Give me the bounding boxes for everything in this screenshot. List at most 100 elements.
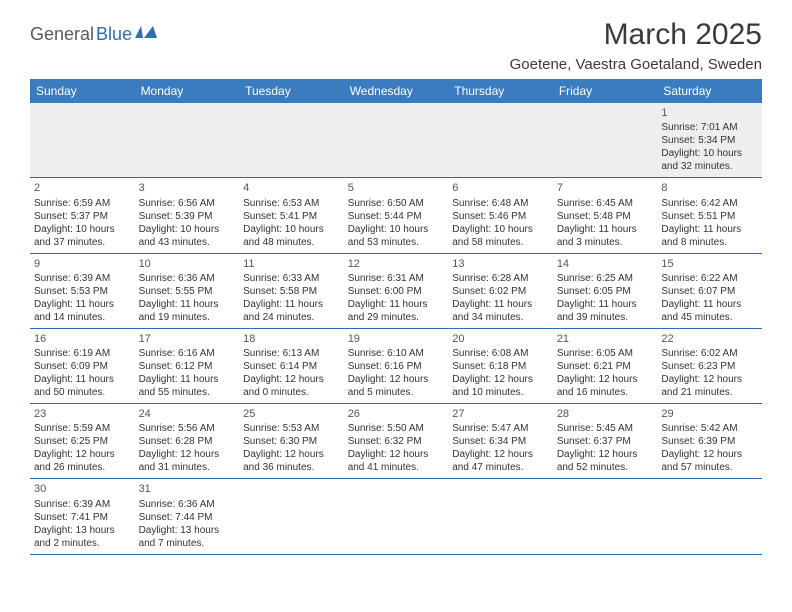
sunset-line: Sunset: 5:51 PM bbox=[661, 210, 758, 223]
calendar-cell: 19Sunrise: 6:10 AMSunset: 6:16 PMDayligh… bbox=[344, 328, 449, 403]
calendar-cell: 29Sunrise: 5:42 AMSunset: 6:39 PMDayligh… bbox=[657, 404, 762, 479]
day-number: 20 bbox=[452, 332, 549, 346]
daylight-line: Daylight: 10 hours bbox=[661, 147, 758, 160]
sunrise-line: Sunrise: 6:48 AM bbox=[452, 197, 549, 210]
daylight-line: Daylight: 11 hours bbox=[243, 298, 340, 311]
sunset-line: Sunset: 6:12 PM bbox=[139, 360, 236, 373]
daylight-line: Daylight: 12 hours bbox=[452, 373, 549, 386]
sunset-line: Sunset: 6:34 PM bbox=[452, 435, 549, 448]
day-number: 4 bbox=[243, 181, 340, 195]
sunrise-line: Sunrise: 6:59 AM bbox=[34, 197, 131, 210]
calendar-row: 23Sunrise: 5:59 AMSunset: 6:25 PMDayligh… bbox=[30, 404, 762, 479]
daylight-line: Daylight: 11 hours bbox=[348, 298, 445, 311]
day-number: 13 bbox=[452, 257, 549, 271]
day-number: 26 bbox=[348, 407, 445, 421]
calendar-cell: 14Sunrise: 6:25 AMSunset: 6:05 PMDayligh… bbox=[553, 253, 658, 328]
sunrise-line: Sunrise: 6:56 AM bbox=[139, 197, 236, 210]
day-number: 2 bbox=[34, 181, 131, 195]
sunset-line: Sunset: 5:53 PM bbox=[34, 285, 131, 298]
day-number: 7 bbox=[557, 181, 654, 195]
daylight-line: Daylight: 12 hours bbox=[452, 448, 549, 461]
daylight-line: Daylight: 10 hours bbox=[139, 223, 236, 236]
sunrise-line: Sunrise: 6:02 AM bbox=[661, 347, 758, 360]
sunset-line: Sunset: 5:44 PM bbox=[348, 210, 445, 223]
sunrise-line: Sunrise: 6:53 AM bbox=[243, 197, 340, 210]
sunrise-line: Sunrise: 6:05 AM bbox=[557, 347, 654, 360]
calendar-cell: 25Sunrise: 5:53 AMSunset: 6:30 PMDayligh… bbox=[239, 404, 344, 479]
calendar-cell: 26Sunrise: 5:50 AMSunset: 6:32 PMDayligh… bbox=[344, 404, 449, 479]
daylight-line: and 29 minutes. bbox=[348, 311, 445, 324]
calendar-cell bbox=[135, 103, 240, 178]
daylight-line: and 31 minutes. bbox=[139, 461, 236, 474]
calendar-cell: 5Sunrise: 6:50 AMSunset: 5:44 PMDaylight… bbox=[344, 178, 449, 253]
calendar-cell: 6Sunrise: 6:48 AMSunset: 5:46 PMDaylight… bbox=[448, 178, 553, 253]
calendar-cell: 17Sunrise: 6:16 AMSunset: 6:12 PMDayligh… bbox=[135, 328, 240, 403]
daylight-line: Daylight: 11 hours bbox=[34, 373, 131, 386]
calendar-cell: 9Sunrise: 6:39 AMSunset: 5:53 PMDaylight… bbox=[30, 253, 135, 328]
sunset-line: Sunset: 6:07 PM bbox=[661, 285, 758, 298]
calendar-cell: 13Sunrise: 6:28 AMSunset: 6:02 PMDayligh… bbox=[448, 253, 553, 328]
calendar-cell: 4Sunrise: 6:53 AMSunset: 5:41 PMDaylight… bbox=[239, 178, 344, 253]
sunset-line: Sunset: 6:05 PM bbox=[557, 285, 654, 298]
calendar-cell: 20Sunrise: 6:08 AMSunset: 6:18 PMDayligh… bbox=[448, 328, 553, 403]
logo: General Blue bbox=[30, 18, 159, 45]
daylight-line: and 10 minutes. bbox=[452, 386, 549, 399]
day-header: Saturday bbox=[657, 79, 762, 103]
daylight-line: and 57 minutes. bbox=[661, 461, 758, 474]
day-number: 8 bbox=[661, 181, 758, 195]
location-subtitle: Goetene, Vaestra Goetaland, Sweden bbox=[510, 56, 762, 73]
day-header: Friday bbox=[553, 79, 658, 103]
day-number: 9 bbox=[34, 257, 131, 271]
sunrise-line: Sunrise: 6:28 AM bbox=[452, 272, 549, 285]
day-number: 28 bbox=[557, 407, 654, 421]
daylight-line: Daylight: 11 hours bbox=[661, 223, 758, 236]
sunrise-line: Sunrise: 6:36 AM bbox=[139, 272, 236, 285]
daylight-line: and 7 minutes. bbox=[139, 537, 236, 550]
day-number: 6 bbox=[452, 181, 549, 195]
day-number: 22 bbox=[661, 332, 758, 346]
calendar-cell: 15Sunrise: 6:22 AMSunset: 6:07 PMDayligh… bbox=[657, 253, 762, 328]
calendar-cell bbox=[553, 103, 658, 178]
day-header: Thursday bbox=[448, 79, 553, 103]
day-number: 30 bbox=[34, 482, 131, 496]
day-number: 17 bbox=[139, 332, 236, 346]
calendar-cell: 10Sunrise: 6:36 AMSunset: 5:55 PMDayligh… bbox=[135, 253, 240, 328]
daylight-line: Daylight: 12 hours bbox=[243, 448, 340, 461]
calendar-cell: 21Sunrise: 6:05 AMSunset: 6:21 PMDayligh… bbox=[553, 328, 658, 403]
daylight-line: Daylight: 11 hours bbox=[557, 223, 654, 236]
sunset-line: Sunset: 5:34 PM bbox=[661, 134, 758, 147]
daylight-line: Daylight: 12 hours bbox=[557, 448, 654, 461]
calendar-row: 1Sunrise: 7:01 AMSunset: 5:34 PMDaylight… bbox=[30, 103, 762, 178]
daylight-line: Daylight: 11 hours bbox=[557, 298, 654, 311]
daylight-line: and 55 minutes. bbox=[139, 386, 236, 399]
sunset-line: Sunset: 6:14 PM bbox=[243, 360, 340, 373]
daylight-line: Daylight: 10 hours bbox=[243, 223, 340, 236]
sunrise-line: Sunrise: 6:19 AM bbox=[34, 347, 131, 360]
calendar-cell: 16Sunrise: 6:19 AMSunset: 6:09 PMDayligh… bbox=[30, 328, 135, 403]
calendar-cell: 27Sunrise: 5:47 AMSunset: 6:34 PMDayligh… bbox=[448, 404, 553, 479]
day-number: 10 bbox=[139, 257, 236, 271]
daylight-line: and 19 minutes. bbox=[139, 311, 236, 324]
calendar-cell: 31Sunrise: 6:36 AMSunset: 7:44 PMDayligh… bbox=[135, 479, 240, 554]
calendar-cell bbox=[448, 103, 553, 178]
day-header: Tuesday bbox=[239, 79, 344, 103]
daylight-line: and 26 minutes. bbox=[34, 461, 131, 474]
sunset-line: Sunset: 6:25 PM bbox=[34, 435, 131, 448]
daylight-line: and 39 minutes. bbox=[557, 311, 654, 324]
daylight-line: and 45 minutes. bbox=[661, 311, 758, 324]
day-number: 27 bbox=[452, 407, 549, 421]
daylight-line: Daylight: 12 hours bbox=[348, 373, 445, 386]
day-number: 16 bbox=[34, 332, 131, 346]
calendar-cell bbox=[344, 103, 449, 178]
daylight-line: Daylight: 12 hours bbox=[243, 373, 340, 386]
daylight-line: and 3 minutes. bbox=[557, 236, 654, 249]
day-number: 18 bbox=[243, 332, 340, 346]
daylight-line: and 41 minutes. bbox=[348, 461, 445, 474]
daylight-line: Daylight: 13 hours bbox=[34, 524, 131, 537]
month-title: March 2025 bbox=[510, 18, 762, 52]
calendar-cell: 3Sunrise: 6:56 AMSunset: 5:39 PMDaylight… bbox=[135, 178, 240, 253]
sunrise-line: Sunrise: 6:45 AM bbox=[557, 197, 654, 210]
day-number: 29 bbox=[661, 407, 758, 421]
daylight-line: and 24 minutes. bbox=[243, 311, 340, 324]
sunrise-line: Sunrise: 5:45 AM bbox=[557, 422, 654, 435]
